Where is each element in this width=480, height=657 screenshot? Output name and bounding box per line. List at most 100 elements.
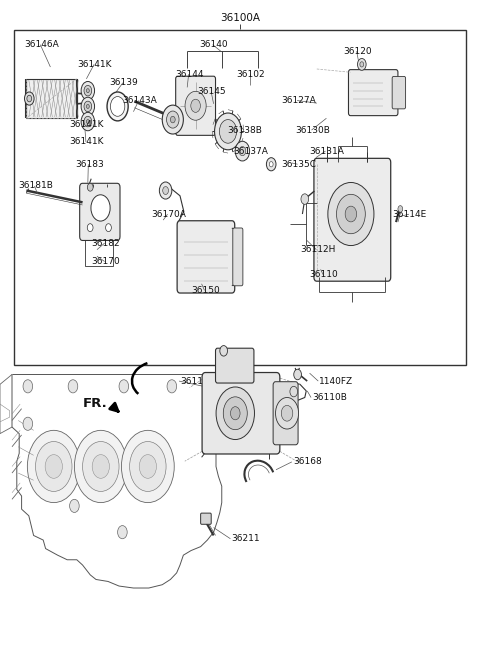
Text: 36143A: 36143A xyxy=(122,96,157,105)
Circle shape xyxy=(266,158,276,171)
Circle shape xyxy=(36,442,72,491)
Text: 36181B: 36181B xyxy=(18,181,53,191)
Text: 36144: 36144 xyxy=(175,70,204,79)
Circle shape xyxy=(358,58,366,70)
Circle shape xyxy=(345,206,357,222)
Text: 36100A: 36100A xyxy=(220,13,260,24)
Circle shape xyxy=(23,380,33,393)
FancyBboxPatch shape xyxy=(233,228,243,286)
Circle shape xyxy=(167,380,177,393)
Circle shape xyxy=(223,397,247,430)
Circle shape xyxy=(219,120,237,143)
Circle shape xyxy=(191,99,201,112)
Circle shape xyxy=(336,194,365,234)
Circle shape xyxy=(74,430,127,503)
Circle shape xyxy=(84,116,92,127)
Circle shape xyxy=(215,113,241,150)
Circle shape xyxy=(70,499,79,512)
Text: 36110B: 36110B xyxy=(312,393,347,402)
Text: 36140: 36140 xyxy=(199,40,228,49)
Bar xyxy=(14,30,466,365)
Circle shape xyxy=(86,120,89,124)
Circle shape xyxy=(220,346,228,356)
Text: 36211: 36211 xyxy=(231,534,260,543)
Circle shape xyxy=(239,147,246,156)
Text: 1140FZ: 1140FZ xyxy=(319,376,353,386)
Text: 36127A: 36127A xyxy=(281,96,315,105)
Circle shape xyxy=(281,405,293,421)
Circle shape xyxy=(130,442,166,491)
Circle shape xyxy=(45,455,62,478)
FancyBboxPatch shape xyxy=(177,221,235,293)
FancyBboxPatch shape xyxy=(273,382,298,445)
Text: 36131A: 36131A xyxy=(309,147,344,156)
Circle shape xyxy=(84,101,92,112)
Circle shape xyxy=(230,407,240,420)
FancyBboxPatch shape xyxy=(314,158,391,281)
Bar xyxy=(26,79,77,118)
Text: 36139: 36139 xyxy=(109,78,138,87)
Text: 36130B: 36130B xyxy=(295,125,330,135)
Circle shape xyxy=(27,95,32,102)
Circle shape xyxy=(269,162,273,167)
Text: 36137A: 36137A xyxy=(233,147,268,156)
Text: FR.: FR. xyxy=(83,397,108,410)
Text: 36141K: 36141K xyxy=(70,120,104,129)
Text: 36182: 36182 xyxy=(91,238,120,248)
FancyBboxPatch shape xyxy=(202,373,280,454)
Bar xyxy=(85,240,113,266)
Text: 36110: 36110 xyxy=(310,270,338,279)
Circle shape xyxy=(235,141,250,161)
Circle shape xyxy=(185,91,206,120)
Circle shape xyxy=(328,183,374,246)
Circle shape xyxy=(86,89,89,93)
Circle shape xyxy=(294,369,301,380)
Text: 36170A: 36170A xyxy=(151,210,186,219)
Text: 36112H: 36112H xyxy=(300,245,336,254)
Circle shape xyxy=(170,116,175,123)
Text: 36146A: 36146A xyxy=(24,40,59,49)
Circle shape xyxy=(81,112,95,131)
Text: 36120: 36120 xyxy=(343,47,372,56)
FancyBboxPatch shape xyxy=(348,70,398,116)
Circle shape xyxy=(139,455,156,478)
Text: 36150: 36150 xyxy=(191,286,220,295)
FancyBboxPatch shape xyxy=(392,76,406,109)
Text: 36102: 36102 xyxy=(236,70,265,79)
Text: 36110G: 36110G xyxy=(180,376,216,386)
Circle shape xyxy=(27,430,80,503)
Circle shape xyxy=(216,387,254,440)
Circle shape xyxy=(360,62,364,67)
Circle shape xyxy=(290,386,298,397)
Circle shape xyxy=(81,81,95,100)
Text: 36114E: 36114E xyxy=(393,210,427,219)
Circle shape xyxy=(83,442,119,491)
Circle shape xyxy=(86,104,89,108)
Circle shape xyxy=(84,85,92,96)
Circle shape xyxy=(23,417,33,430)
FancyBboxPatch shape xyxy=(176,76,216,135)
Text: 36168: 36168 xyxy=(293,457,322,466)
Text: 36141K: 36141K xyxy=(70,137,104,147)
Text: 36141K: 36141K xyxy=(78,60,112,69)
FancyBboxPatch shape xyxy=(216,348,254,383)
Circle shape xyxy=(119,380,129,393)
Circle shape xyxy=(91,194,110,221)
Text: 36145: 36145 xyxy=(198,87,227,97)
Text: 36135C: 36135C xyxy=(281,160,316,169)
Circle shape xyxy=(398,206,403,212)
Text: 36170: 36170 xyxy=(91,257,120,266)
Circle shape xyxy=(276,397,299,429)
Text: 36138B: 36138B xyxy=(228,125,263,135)
Circle shape xyxy=(301,194,309,204)
Circle shape xyxy=(162,105,183,134)
Text: 36183: 36183 xyxy=(75,160,104,169)
Circle shape xyxy=(87,223,93,232)
Circle shape xyxy=(92,455,109,478)
Circle shape xyxy=(106,223,111,232)
FancyBboxPatch shape xyxy=(80,183,120,240)
Circle shape xyxy=(68,380,78,393)
Circle shape xyxy=(107,92,128,121)
FancyBboxPatch shape xyxy=(201,513,211,524)
Circle shape xyxy=(81,97,95,116)
